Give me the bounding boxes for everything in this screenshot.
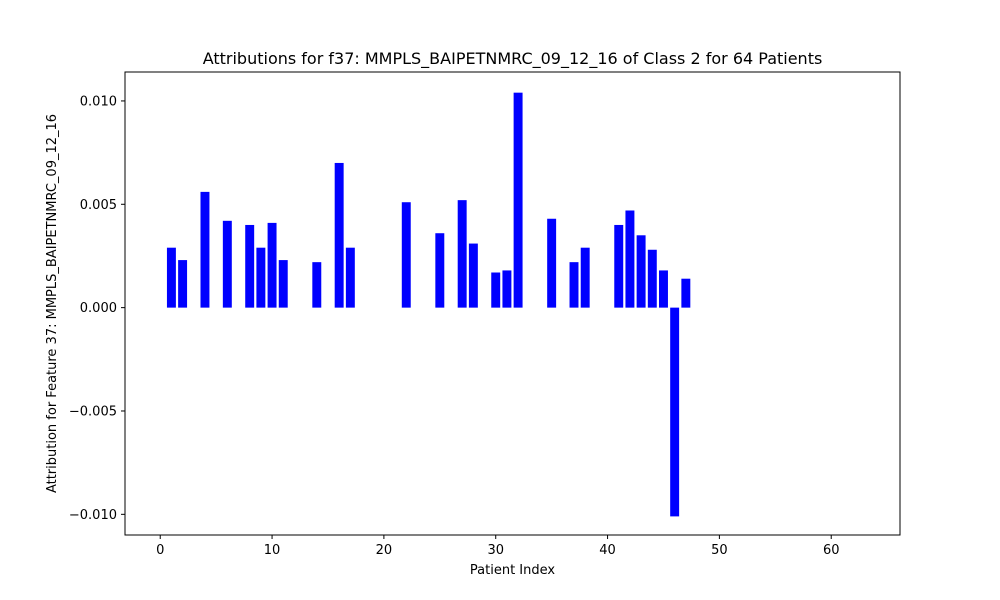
x-tick-label: 40 [599,543,616,558]
bar [659,270,668,308]
x-tick-label: 60 [823,543,840,558]
bar [278,260,288,308]
bar [312,262,322,308]
x-tick-label: 30 [487,543,504,558]
bar [670,307,680,517]
bar [222,220,232,308]
x-axis-ticks: 0 10 20 30 40 50 60 [156,535,839,558]
y-tick-label: 0.005 [80,198,117,213]
bar [245,224,255,308]
y-tick-label: −0.010 [69,508,117,523]
x-tick-label: 50 [711,543,728,558]
y-axis-title: Attribution for Feature 37: MMPLS_BAIPET… [45,114,60,493]
bar [457,200,467,308]
bar [569,262,579,308]
plot-frame [124,71,901,536]
chart-title: Attributions for f37: MMPLS_BAIPETNMRC_0… [203,49,823,69]
x-axis-title: Patient Index [470,563,555,578]
bar [468,243,478,308]
bar [178,260,188,308]
bar [401,202,411,308]
y-tick-label: 0.000 [80,301,117,316]
y-tick-label: 0.010 [80,94,117,109]
bar [625,210,635,308]
bar [502,270,512,308]
bar [647,249,657,308]
bar [681,278,691,308]
bar [435,233,445,308]
bar [491,272,501,308]
x-tick-label: 10 [264,543,281,558]
bar [636,235,646,308]
bar [200,191,210,308]
x-tick-label: 0 [156,543,164,558]
bar [166,247,176,308]
bars-group [166,92,691,517]
bar [256,247,266,308]
bar [547,218,557,308]
bar [614,224,624,308]
bar [580,247,590,308]
bar [334,162,344,308]
y-axis-ticks: −0.010 −0.005 0.000 0.005 0.010 [69,94,125,523]
bar [513,92,523,308]
y-tick-label: −0.005 [69,404,117,419]
x-tick-label: 20 [376,543,393,558]
bar [267,222,277,308]
bar [345,247,355,308]
